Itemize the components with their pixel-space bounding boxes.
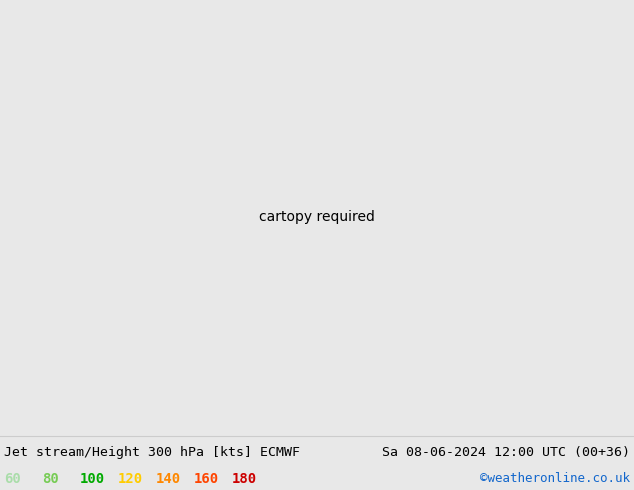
Text: 120: 120 [118,472,143,486]
Text: ©weatheronline.co.uk: ©weatheronline.co.uk [480,472,630,485]
Text: Sa 08-06-2024 12:00 UTC (00+36): Sa 08-06-2024 12:00 UTC (00+36) [382,446,630,459]
Text: 100: 100 [80,472,105,486]
Text: 160: 160 [194,472,219,486]
Text: 140: 140 [156,472,181,486]
Text: Jet stream/Height 300 hPa [kts] ECMWF: Jet stream/Height 300 hPa [kts] ECMWF [4,446,300,459]
Text: cartopy required: cartopy required [259,210,375,224]
Text: 80: 80 [42,472,59,486]
Text: 60: 60 [4,472,21,486]
Text: 180: 180 [232,472,257,486]
